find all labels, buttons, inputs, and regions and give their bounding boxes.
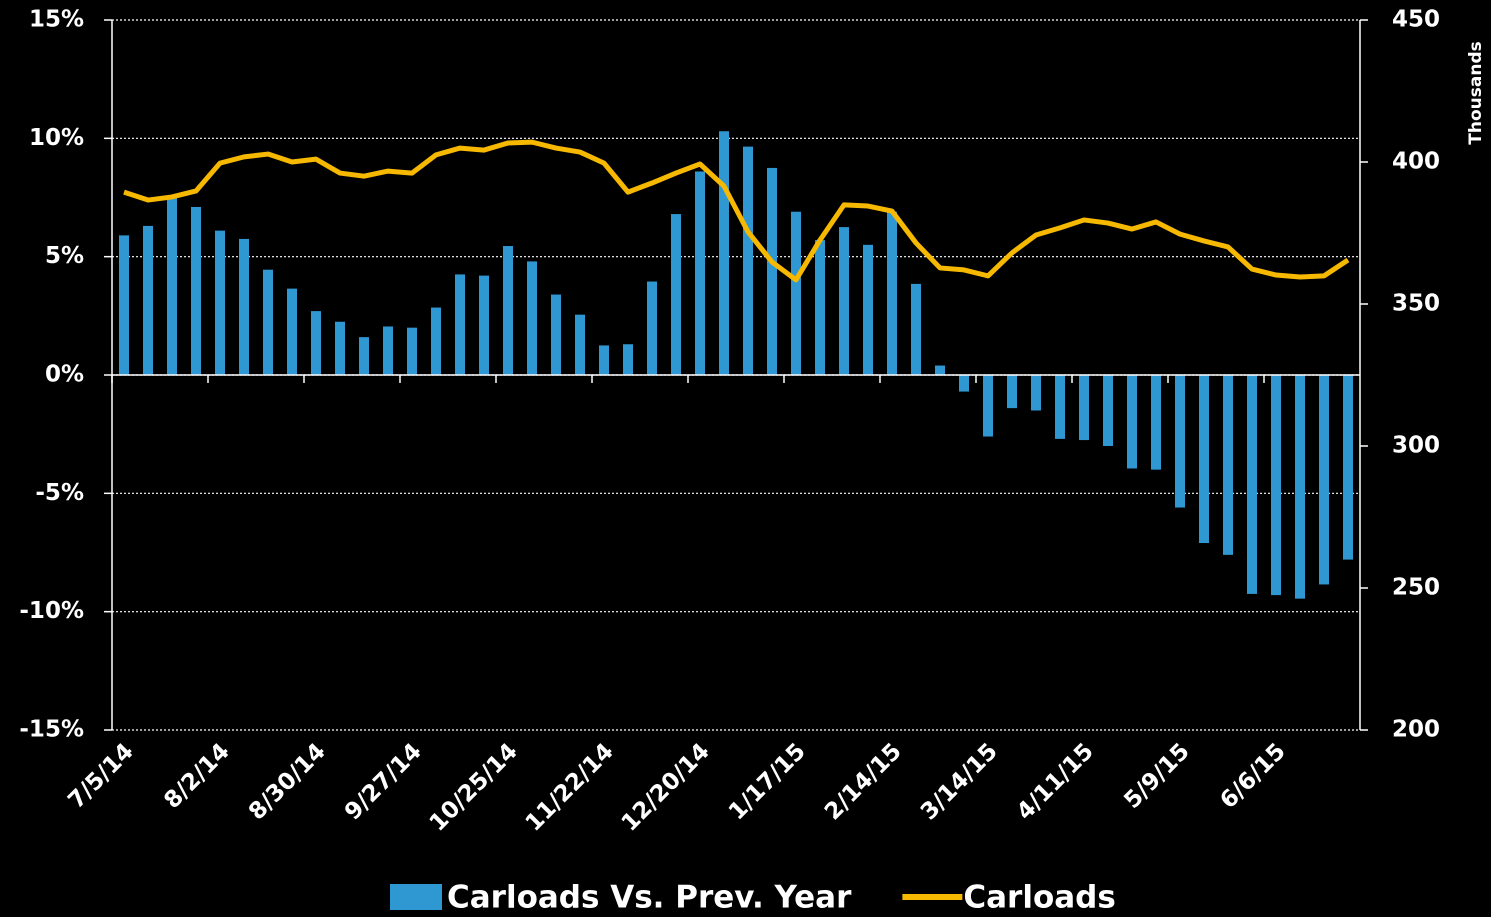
- bar: [767, 167, 777, 375]
- bar: [911, 283, 921, 375]
- y-tick-label: -15%: [19, 717, 84, 743]
- bar: [623, 344, 633, 375]
- legend-label: Carloads: [963, 880, 1115, 916]
- bar: [1343, 375, 1353, 560]
- y-tick-label: -5%: [35, 480, 84, 506]
- bar: [1055, 375, 1065, 439]
- bar: [191, 206, 201, 375]
- bar: [863, 244, 873, 375]
- bar: [743, 146, 753, 375]
- bar: [119, 235, 129, 375]
- bar: [1295, 375, 1305, 599]
- bar: [143, 225, 153, 375]
- y2-tick-label: 350: [1392, 291, 1440, 317]
- y2-tick-label: 400: [1392, 149, 1440, 175]
- bar: [1031, 375, 1041, 411]
- bar: [1223, 375, 1233, 555]
- bar: [311, 311, 321, 375]
- bar: [407, 327, 417, 375]
- y-tick-label: 10%: [29, 125, 84, 151]
- bar: [1199, 375, 1209, 544]
- bar: [815, 240, 825, 375]
- line: [123, 139, 1350, 283]
- bar: [383, 326, 393, 375]
- bar: [935, 365, 945, 375]
- bar: [1319, 375, 1329, 585]
- bar: [959, 375, 969, 392]
- bar: [263, 269, 273, 375]
- y-tick-label: 5%: [45, 243, 84, 269]
- bar: [1103, 375, 1113, 446]
- bar: [167, 197, 177, 375]
- bar: [839, 227, 849, 375]
- bar: [983, 375, 993, 437]
- bar: [431, 307, 441, 375]
- bar: [1007, 375, 1017, 409]
- bar: [695, 171, 705, 375]
- y-tick-label: -10%: [19, 598, 84, 624]
- bar: [719, 131, 729, 375]
- y-tick-label: 0%: [45, 362, 84, 388]
- legend-swatch: [390, 884, 442, 910]
- bar: [791, 211, 801, 375]
- bar: [575, 314, 585, 375]
- legend-label: Carloads Vs. Prev. Year: [447, 880, 852, 916]
- bar: [1175, 375, 1185, 508]
- y2-tick-label: 200: [1392, 717, 1440, 743]
- bar: [287, 288, 297, 375]
- y-tick-label: 15%: [29, 7, 84, 33]
- bar: [239, 238, 249, 375]
- y2-tick-label: 300: [1392, 433, 1440, 459]
- bar: [1247, 375, 1257, 594]
- bar: [1151, 375, 1161, 470]
- bar: [335, 321, 345, 375]
- bar: [527, 261, 537, 375]
- bar: [455, 274, 465, 375]
- bar: [647, 281, 657, 375]
- y2-tick-label: 450: [1392, 7, 1440, 33]
- bar: [551, 294, 561, 375]
- bar: [671, 214, 681, 375]
- bar: [599, 345, 609, 375]
- bar: [1271, 375, 1281, 596]
- y2-tick-label: 250: [1392, 575, 1440, 601]
- bar: [479, 275, 489, 375]
- bar: [1127, 375, 1137, 469]
- bar: [887, 211, 897, 375]
- bar: [1079, 375, 1089, 441]
- bar: [359, 337, 369, 375]
- bar: [503, 246, 513, 375]
- bar: [215, 230, 225, 375]
- y2-axis-label: Thousands: [1466, 41, 1486, 144]
